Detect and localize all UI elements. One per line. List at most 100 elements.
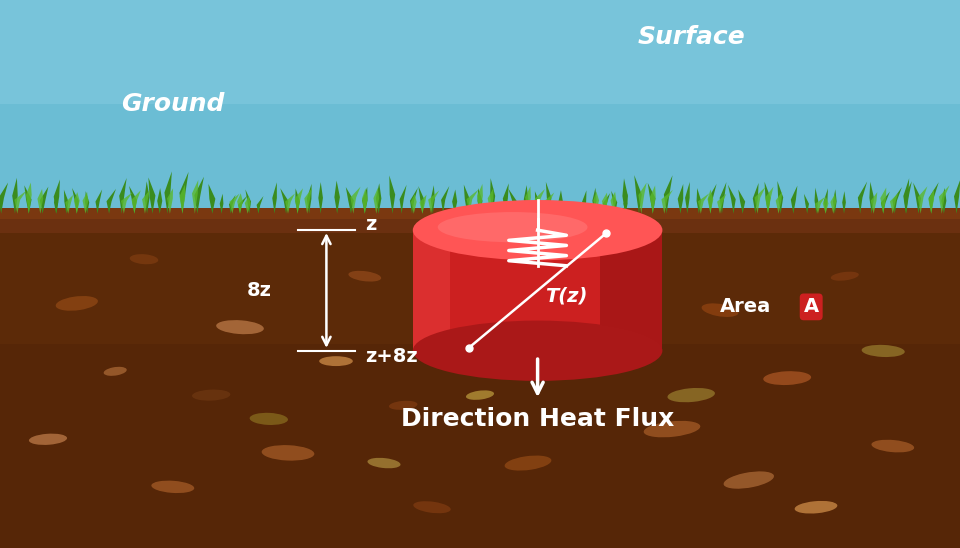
Ellipse shape: [862, 345, 904, 357]
Polygon shape: [870, 182, 874, 214]
Polygon shape: [238, 196, 248, 214]
Ellipse shape: [562, 346, 590, 355]
Ellipse shape: [702, 304, 738, 317]
Polygon shape: [129, 186, 137, 214]
Polygon shape: [12, 178, 17, 214]
Polygon shape: [804, 194, 809, 214]
Polygon shape: [648, 183, 656, 214]
Text: z: z: [365, 215, 376, 234]
Polygon shape: [142, 190, 150, 214]
Polygon shape: [928, 190, 934, 214]
Polygon shape: [477, 188, 483, 214]
Ellipse shape: [319, 356, 353, 366]
Polygon shape: [593, 191, 599, 214]
Text: z+8z: z+8z: [365, 347, 418, 366]
Ellipse shape: [724, 471, 774, 489]
Polygon shape: [765, 187, 774, 214]
Polygon shape: [464, 185, 469, 214]
Polygon shape: [661, 190, 673, 214]
Polygon shape: [830, 194, 836, 214]
Polygon shape: [296, 189, 300, 214]
Text: Direction Heat Flux: Direction Heat Flux: [401, 407, 674, 431]
Polygon shape: [954, 179, 960, 214]
Polygon shape: [623, 193, 628, 214]
Polygon shape: [612, 191, 617, 214]
Polygon shape: [145, 181, 150, 214]
Polygon shape: [362, 187, 368, 214]
Bar: [413, 230, 450, 351]
Bar: [413, 230, 662, 351]
Ellipse shape: [795, 501, 837, 513]
Polygon shape: [295, 189, 303, 214]
Ellipse shape: [130, 254, 158, 264]
Ellipse shape: [872, 439, 914, 453]
Polygon shape: [319, 182, 323, 214]
Polygon shape: [664, 175, 673, 214]
Polygon shape: [635, 175, 641, 214]
Polygon shape: [903, 178, 909, 214]
Polygon shape: [285, 193, 295, 214]
Polygon shape: [842, 191, 846, 214]
Polygon shape: [525, 186, 531, 214]
Polygon shape: [83, 192, 88, 214]
Bar: [0, 208, 960, 548]
Text: 8z: 8z: [247, 281, 272, 300]
Polygon shape: [237, 193, 243, 214]
Polygon shape: [121, 192, 132, 214]
Ellipse shape: [414, 501, 450, 513]
Polygon shape: [824, 189, 828, 214]
Polygon shape: [708, 184, 716, 214]
Polygon shape: [602, 193, 608, 214]
Polygon shape: [753, 183, 758, 214]
Polygon shape: [37, 189, 43, 214]
Text: A: A: [804, 298, 819, 316]
Polygon shape: [107, 189, 116, 214]
Polygon shape: [698, 193, 709, 214]
Polygon shape: [373, 188, 379, 214]
Polygon shape: [546, 182, 551, 214]
Polygon shape: [157, 188, 162, 214]
Ellipse shape: [830, 272, 859, 281]
Polygon shape: [410, 188, 418, 214]
Polygon shape: [346, 187, 353, 214]
Bar: [0, 0, 960, 104]
Ellipse shape: [348, 271, 381, 282]
Ellipse shape: [152, 481, 194, 493]
Ellipse shape: [442, 304, 480, 316]
Polygon shape: [717, 193, 727, 214]
Polygon shape: [180, 172, 188, 214]
Polygon shape: [390, 175, 396, 214]
Polygon shape: [535, 191, 540, 214]
Polygon shape: [890, 193, 899, 214]
Polygon shape: [622, 178, 628, 214]
Polygon shape: [791, 186, 798, 214]
Polygon shape: [697, 188, 701, 214]
Polygon shape: [0, 182, 8, 214]
Ellipse shape: [438, 212, 588, 242]
Polygon shape: [815, 197, 825, 214]
Bar: [0, 0, 960, 208]
Polygon shape: [307, 184, 312, 214]
Polygon shape: [503, 184, 509, 214]
Polygon shape: [559, 190, 563, 214]
Polygon shape: [441, 186, 449, 214]
Polygon shape: [881, 192, 890, 214]
Polygon shape: [229, 194, 239, 214]
Polygon shape: [132, 190, 141, 214]
Polygon shape: [488, 188, 493, 214]
Ellipse shape: [644, 421, 700, 437]
Polygon shape: [823, 197, 828, 214]
Bar: [0, 208, 960, 219]
Polygon shape: [26, 182, 32, 214]
Polygon shape: [431, 185, 435, 214]
Ellipse shape: [505, 455, 551, 471]
Ellipse shape: [389, 401, 418, 410]
Polygon shape: [814, 187, 818, 214]
Polygon shape: [755, 187, 765, 214]
Polygon shape: [192, 180, 199, 214]
Bar: [0, 344, 960, 548]
Polygon shape: [738, 190, 745, 214]
Polygon shape: [399, 185, 407, 214]
Polygon shape: [85, 191, 89, 214]
Polygon shape: [256, 196, 263, 214]
